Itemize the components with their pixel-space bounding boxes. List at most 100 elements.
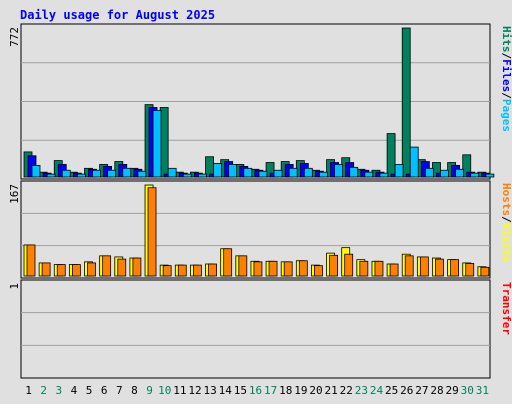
panel-max-label: 1 — [8, 283, 21, 290]
x-tick-label-day-6: 6 — [101, 384, 108, 397]
bar-pages-day-7 — [122, 167, 132, 178]
x-tick-label-day-17: 17 — [264, 384, 277, 397]
bar-pages-day-31 — [485, 173, 495, 178]
bar-hosts-day-10 — [162, 265, 172, 277]
x-tick-label-day-4: 4 — [71, 384, 78, 397]
bar-hosts-day-7 — [117, 258, 127, 277]
bar-hosts-day-31 — [480, 266, 490, 277]
bar-pages-day-13 — [213, 163, 222, 178]
bar-pages-day-2 — [46, 173, 56, 178]
x-tick-label-day-25: 25 — [385, 384, 398, 397]
bar-hosts-day-22 — [344, 253, 354, 277]
x-tick-label-day-15: 15 — [234, 384, 247, 397]
bar-hosts-day-21 — [329, 254, 338, 277]
x-tick-label-day-26: 26 — [400, 384, 413, 397]
bar-hosts-day-24 — [374, 260, 384, 277]
panel-hits-files-pages: 772 Hits/Files/Pages — [8, 23, 512, 180]
bar-hosts-day-16 — [253, 261, 263, 277]
legend-part: Visits — [500, 223, 512, 263]
x-tick-label-day-18: 18 — [279, 384, 292, 397]
x-tick-label-day-2: 2 — [40, 384, 47, 397]
legend-part: Pages — [500, 99, 512, 132]
bar-hosts-day-18 — [283, 261, 293, 277]
bar-hosts-day-1 — [26, 244, 36, 277]
x-tick-label-day-27: 27 — [415, 384, 428, 397]
bar-hosts-day-13 — [208, 263, 217, 277]
bar-pages-day-22 — [349, 166, 359, 178]
bar-pages-day-21 — [334, 164, 343, 178]
bar-pages-day-5 — [92, 169, 101, 178]
bar-pages-day-6 — [107, 169, 117, 178]
bar-pages-day-1 — [31, 165, 41, 178]
x-tick-label-day-10: 10 — [158, 384, 171, 397]
bar-hosts-day-6 — [102, 255, 112, 277]
x-tick-label-day-21: 21 — [325, 384, 338, 397]
x-tick-label-day-31: 31 — [476, 384, 489, 397]
legend-part: Hosts — [500, 183, 512, 216]
bar-hosts-day-19 — [298, 260, 308, 277]
bar-pages-day-27 — [424, 167, 434, 178]
bar-pages-day-23 — [364, 171, 374, 178]
x-tick-label-day-20: 20 — [309, 384, 322, 397]
bar-pages-day-16 — [258, 170, 268, 178]
x-tick-label-day-13: 13 — [203, 384, 216, 397]
x-tick-label-day-22: 22 — [340, 384, 353, 397]
bar-pages-day-19 — [303, 167, 313, 178]
bar-hosts-day-4 — [71, 264, 81, 277]
bar-pages-day-12 — [198, 173, 207, 178]
x-tick-label-day-8: 8 — [131, 384, 138, 397]
bar-hosts-day-12 — [193, 264, 202, 277]
bar-pages-day-14 — [228, 164, 238, 178]
bar-pages-day-17 — [273, 169, 283, 178]
bar-hits-day-25 — [386, 133, 396, 178]
bar-pages-day-3 — [61, 169, 71, 178]
bar-hosts-day-26 — [404, 255, 414, 277]
panel-legend-label: Hits/Files/Pages — [500, 26, 512, 132]
bar-pages-day-20 — [319, 171, 328, 178]
x-axis-tick-labels: 1 2 3 4 5 6 7 8 9 10 11 12 13 14 15 16 17 18 19 20 21 22 23 24 2… — [25, 384, 489, 397]
bar-hosts-day-27 — [419, 256, 429, 277]
bar-hosts-day-30 — [465, 263, 475, 277]
x-tick-label-day-29: 29 — [446, 384, 459, 397]
bar-hosts-day-5 — [87, 262, 96, 277]
bar-hosts-day-9 — [147, 187, 157, 277]
x-tick-label-day-12: 12 — [188, 384, 201, 397]
bar-hosts-day-15 — [238, 255, 248, 277]
legend-part: / — [500, 92, 512, 99]
bar-hosts-day-25 — [389, 263, 399, 277]
x-tick-label-day-9: 9 — [146, 384, 153, 397]
legend-part: Transfer — [500, 282, 512, 335]
x-tick-label-day-24: 24 — [370, 384, 384, 397]
panel-transfer: 1 Transfer — [8, 279, 512, 379]
x-tick-label-day-16: 16 — [249, 384, 262, 397]
x-tick-label-day-28: 28 — [430, 384, 443, 397]
bar-pages-day-8 — [137, 170, 147, 178]
bar-hosts-day-20 — [314, 265, 323, 277]
legend-part: / — [500, 53, 512, 60]
bar-hosts-day-3 — [56, 264, 66, 277]
panel-max-label: 772 — [8, 27, 21, 47]
x-tick-label-day-1: 1 — [25, 384, 32, 397]
bar-hosts-day-23 — [359, 260, 369, 277]
bar-hosts-day-8 — [132, 257, 142, 277]
bar-pages-day-25 — [394, 164, 404, 178]
bar-hosts-day-14 — [223, 248, 233, 277]
bar-hosts-day-28 — [435, 258, 444, 277]
x-tick-label-day-3: 3 — [56, 384, 63, 397]
x-tick-label-day-5: 5 — [86, 384, 93, 397]
legend-part: Hits — [500, 26, 512, 53]
bar-pages-day-11 — [182, 173, 192, 178]
x-tick-label-day-30: 30 — [461, 384, 474, 397]
bar-pages-day-4 — [76, 173, 86, 178]
bar-hits-day-26 — [401, 27, 411, 178]
bar-pages-day-30 — [470, 172, 480, 178]
bar-pages-day-10 — [167, 167, 177, 178]
bar-pages-day-9 — [152, 110, 162, 178]
legend-part: / — [500, 216, 512, 223]
bar-hosts-day-29 — [450, 259, 460, 277]
x-tick-label-day-19: 19 — [294, 384, 307, 397]
x-tick-label-day-14: 14 — [219, 384, 233, 397]
